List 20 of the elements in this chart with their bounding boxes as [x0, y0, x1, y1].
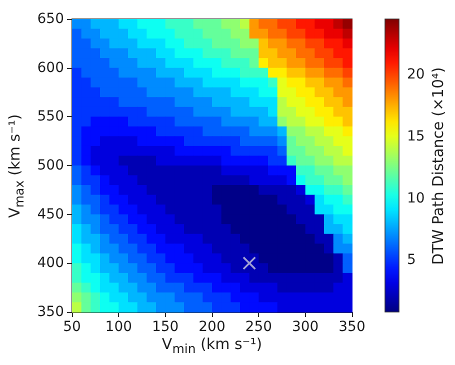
- y-tick-label: 350: [37, 304, 64, 320]
- y-tick-label: 500: [37, 158, 64, 174]
- color-bar-title: DTW Path Distance (×10⁴): [429, 66, 447, 264]
- color-bar-label: 10: [407, 190, 425, 206]
- color-bar-label: 20: [407, 66, 425, 83]
- x-tick-label: 300: [292, 319, 319, 335]
- x-tick-label: 200: [198, 319, 226, 335]
- x-tick-label: 50: [63, 319, 81, 335]
- x-tick-label: 150: [152, 319, 179, 335]
- y-tick-label: 450: [37, 206, 64, 222]
- y-tick-label: 600: [37, 60, 64, 76]
- x-tick-label: 350: [338, 319, 366, 335]
- color-bar-label: 15: [407, 128, 425, 144]
- y-tick-label: 550: [37, 108, 64, 125]
- color-bar-label: 5: [407, 252, 416, 268]
- x-tick-label: 250: [245, 319, 272, 335]
- y-tick-label: 650: [37, 11, 64, 27]
- x-axis-title: V$_{min}$ (km s⁻¹): [162, 335, 262, 356]
- y-tick-label: 400: [37, 255, 64, 272]
- x-tick-label: 100: [105, 319, 132, 335]
